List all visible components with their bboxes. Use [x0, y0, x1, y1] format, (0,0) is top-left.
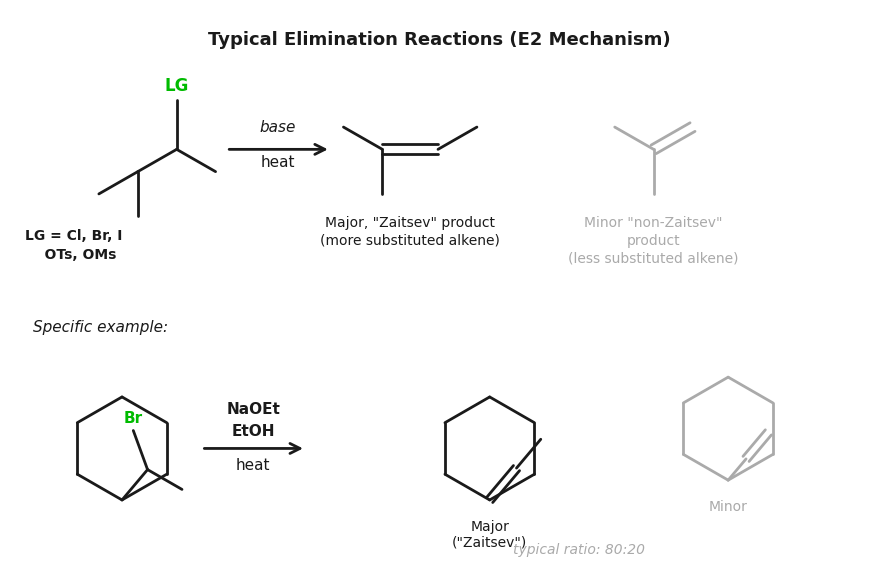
Text: heat: heat — [260, 155, 295, 171]
Text: product: product — [626, 234, 680, 247]
Text: base: base — [260, 120, 296, 135]
Text: heat: heat — [236, 458, 270, 473]
Text: LG: LG — [164, 77, 189, 95]
Text: LG = Cl, Br, I: LG = Cl, Br, I — [25, 228, 122, 243]
Text: typical ratio: 80:20: typical ratio: 80:20 — [512, 543, 645, 557]
Text: Minor: Minor — [708, 500, 746, 514]
Text: Specific example:: Specific example: — [32, 320, 168, 335]
Text: Major, "Zaitsev" product: Major, "Zaitsev" product — [324, 216, 495, 229]
Text: EtOH: EtOH — [232, 424, 275, 439]
Text: Typical Elimination Reactions (E2 Mechanism): Typical Elimination Reactions (E2 Mechan… — [208, 31, 669, 49]
Text: Major
("Zaitsev"): Major ("Zaitsev") — [452, 520, 527, 550]
Text: NaOEt: NaOEt — [226, 402, 280, 417]
Text: (less substituted alkene): (less substituted alkene) — [567, 251, 738, 265]
Text: (more substituted alkene): (more substituted alkene) — [320, 234, 500, 247]
Text: Br: Br — [124, 410, 143, 425]
Text: OTs, OMs: OTs, OMs — [25, 249, 116, 262]
Text: Minor "non-Zaitsev": Minor "non-Zaitsev" — [584, 216, 722, 229]
